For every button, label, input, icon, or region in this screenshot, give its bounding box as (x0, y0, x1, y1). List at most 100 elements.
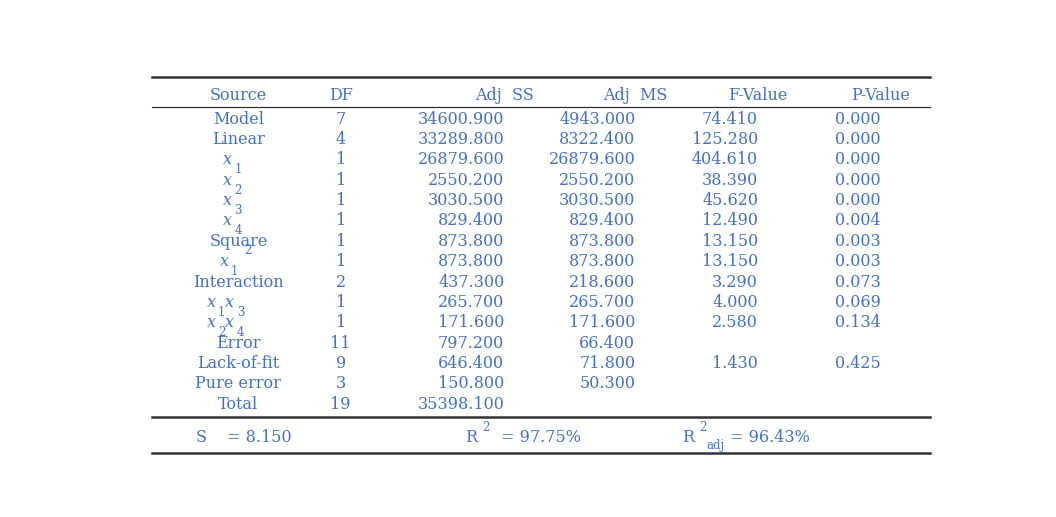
Text: x: x (207, 294, 215, 311)
Text: 1: 1 (231, 265, 239, 278)
Text: 0.069: 0.069 (835, 294, 881, 311)
Text: 1: 1 (336, 314, 345, 331)
Text: 0.003: 0.003 (835, 233, 881, 250)
Text: 4: 4 (336, 131, 345, 148)
Text: 3030.500: 3030.500 (559, 192, 636, 209)
Text: 66.400: 66.400 (580, 334, 636, 352)
Text: 35398.100: 35398.100 (417, 396, 505, 413)
Text: 3: 3 (237, 306, 244, 319)
Text: 74.410: 74.410 (702, 111, 758, 128)
Text: = 96.43%: = 96.43% (731, 429, 810, 446)
Text: 404.610: 404.610 (692, 151, 758, 169)
Text: 1: 1 (336, 294, 345, 311)
Text: Error: Error (216, 334, 261, 352)
Text: 0.000: 0.000 (835, 131, 881, 148)
Text: 26879.600: 26879.600 (417, 151, 505, 169)
Text: Pure error: Pure error (195, 375, 281, 392)
Text: x: x (225, 314, 234, 331)
Text: 12.490: 12.490 (702, 212, 758, 230)
Text: 8322.400: 8322.400 (559, 131, 636, 148)
Text: Linear: Linear (212, 131, 265, 148)
Text: 4: 4 (237, 326, 244, 339)
Text: 1: 1 (336, 172, 345, 189)
Text: 2550.200: 2550.200 (428, 172, 505, 189)
Text: 71.800: 71.800 (579, 355, 636, 372)
Text: 0.000: 0.000 (835, 111, 881, 128)
Text: 829.400: 829.400 (569, 212, 636, 230)
Text: 1: 1 (234, 163, 242, 176)
Text: 3030.500: 3030.500 (428, 192, 505, 209)
Text: 19: 19 (331, 396, 351, 413)
Text: adj: adj (706, 439, 724, 452)
Text: = 97.75%: = 97.75% (502, 429, 581, 446)
Text: 265.700: 265.700 (438, 294, 505, 311)
Text: x: x (223, 192, 232, 209)
Text: 34600.900: 34600.900 (418, 111, 505, 128)
Text: 13.150: 13.150 (702, 253, 758, 270)
Text: 125.280: 125.280 (692, 131, 758, 148)
Text: P-Value: P-Value (851, 87, 910, 104)
Text: 3: 3 (336, 375, 345, 392)
Text: 4: 4 (234, 224, 242, 237)
Text: 2: 2 (336, 273, 345, 291)
Text: 1: 1 (336, 233, 345, 250)
Text: 0.134: 0.134 (835, 314, 881, 331)
Text: 0.003: 0.003 (835, 253, 881, 270)
Text: 2: 2 (244, 244, 251, 257)
Text: 2.580: 2.580 (712, 314, 758, 331)
Text: 873.800: 873.800 (569, 233, 636, 250)
Text: 3: 3 (234, 204, 242, 217)
Text: Interaction: Interaction (193, 273, 284, 291)
Text: S: S (196, 429, 207, 446)
Text: 2550.200: 2550.200 (559, 172, 636, 189)
Text: 1: 1 (336, 192, 345, 209)
Text: DF: DF (328, 87, 353, 104)
Text: 1: 1 (336, 151, 345, 169)
Text: 797.200: 797.200 (438, 334, 505, 352)
Text: x: x (207, 314, 215, 331)
Text: 873.800: 873.800 (438, 253, 505, 270)
Text: 1.430: 1.430 (712, 355, 758, 372)
Text: 0.073: 0.073 (835, 273, 881, 291)
Text: 437.300: 437.300 (438, 273, 505, 291)
Text: 45.620: 45.620 (702, 192, 758, 209)
Text: 9: 9 (336, 355, 345, 372)
Text: 4943.000: 4943.000 (559, 111, 636, 128)
Text: 0.004: 0.004 (835, 212, 881, 230)
Text: 829.400: 829.400 (438, 212, 505, 230)
Text: 13.150: 13.150 (702, 233, 758, 250)
Text: Adj  SS: Adj SS (475, 87, 533, 104)
Text: x: x (223, 151, 232, 169)
Text: Square: Square (209, 233, 267, 250)
Text: 2: 2 (218, 326, 225, 339)
Text: x: x (223, 212, 232, 230)
Text: x: x (225, 294, 234, 311)
Text: Total: Total (219, 396, 259, 413)
Text: 11: 11 (331, 334, 351, 352)
Text: 38.390: 38.390 (702, 172, 758, 189)
Text: 1: 1 (336, 253, 345, 270)
Text: 0.000: 0.000 (835, 192, 881, 209)
Text: 7: 7 (336, 111, 345, 128)
Text: 2: 2 (234, 184, 242, 196)
Text: 171.600: 171.600 (438, 314, 505, 331)
Text: Lack-of-fit: Lack-of-fit (197, 355, 280, 372)
Text: 265.700: 265.700 (569, 294, 636, 311)
Text: 171.600: 171.600 (569, 314, 636, 331)
Text: 4.000: 4.000 (713, 294, 758, 311)
Text: 218.600: 218.600 (569, 273, 636, 291)
Text: R: R (682, 429, 695, 446)
Text: F-Value: F-Value (729, 87, 788, 104)
Text: = 8.150: = 8.150 (227, 429, 291, 446)
Text: 0.000: 0.000 (835, 172, 881, 189)
Text: 873.800: 873.800 (438, 233, 505, 250)
Text: 646.400: 646.400 (438, 355, 505, 372)
Text: Model: Model (213, 111, 264, 128)
Text: 2: 2 (483, 421, 490, 434)
Text: Adj  MS: Adj MS (603, 87, 667, 104)
Text: R: R (466, 429, 477, 446)
Text: 873.800: 873.800 (569, 253, 636, 270)
Text: 50.300: 50.300 (580, 375, 636, 392)
Text: 26879.600: 26879.600 (548, 151, 636, 169)
Text: 0.425: 0.425 (835, 355, 881, 372)
